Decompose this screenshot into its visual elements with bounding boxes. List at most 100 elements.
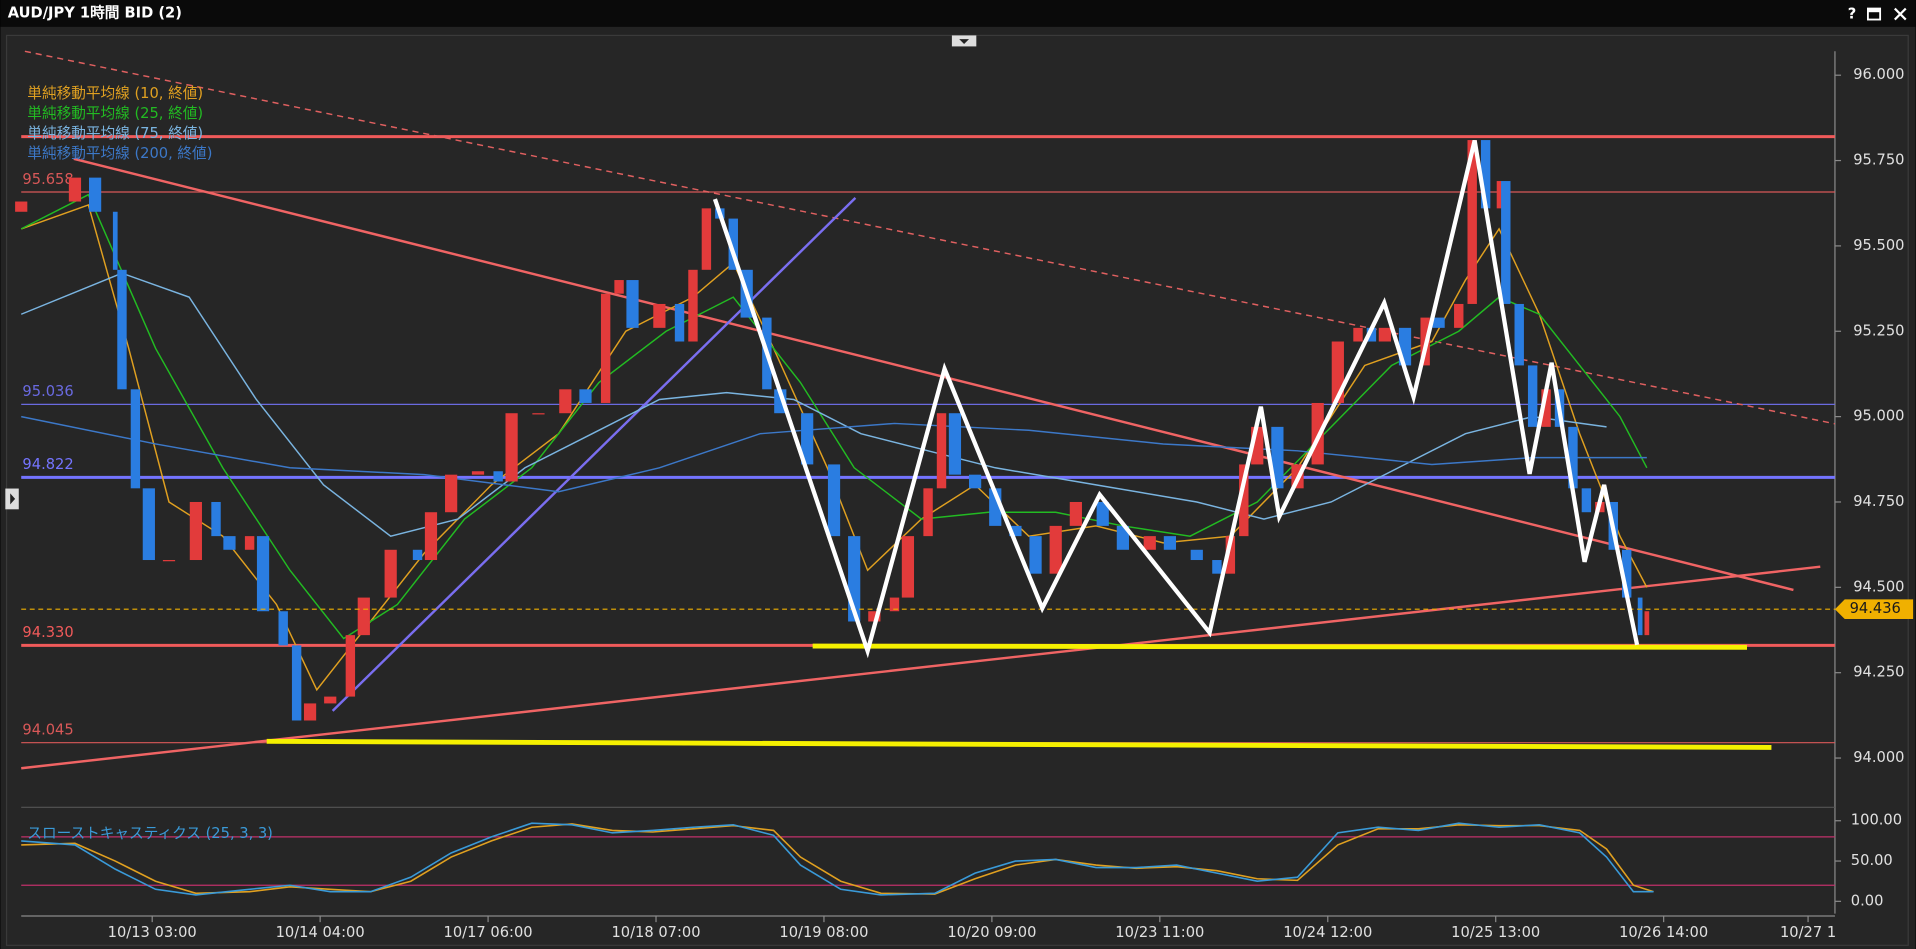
- candle: [424, 512, 438, 561]
- candle: [1143, 536, 1156, 550]
- candle: [728, 218, 738, 270]
- maximize-button[interactable]: [1867, 7, 1882, 21]
- moving-average: [21, 415, 1647, 493]
- candle: [357, 597, 370, 636]
- support-line: [266, 738, 1772, 750]
- y-tick-label: 95.000: [1853, 408, 1904, 425]
- stochastic-line: [21, 823, 1654, 895]
- candle: [1116, 525, 1129, 550]
- candle: [688, 269, 698, 342]
- candle: [1568, 426, 1578, 489]
- candle: [1163, 536, 1177, 550]
- candle: [278, 611, 288, 646]
- candle: [130, 389, 141, 489]
- stochastic-line: [21, 822, 1654, 896]
- candle: [1454, 303, 1464, 328]
- window-title: AUD/JPY 1時間 BID (2): [8, 3, 182, 21]
- y-tick-label: 95.750: [1853, 152, 1904, 169]
- candle: [1353, 327, 1363, 342]
- x-tick-label: 10/24 12:00: [1283, 924, 1372, 941]
- candle: [471, 471, 485, 475]
- price-level-label: 94.822: [22, 456, 73, 473]
- candle: [1029, 536, 1042, 574]
- y-tick-label: 50.00: [1851, 852, 1893, 869]
- x-tick-label: 10/20 09:00: [947, 924, 1036, 941]
- candle: [1069, 501, 1082, 526]
- candle: [1644, 611, 1650, 636]
- candle: [15, 201, 28, 212]
- y-tick-label: 0.00: [1851, 892, 1884, 909]
- title-bar: [0, 0, 1916, 27]
- candle: [1225, 536, 1236, 574]
- candle: [1621, 549, 1632, 598]
- overlay: 94.000 94.250 94.500 94.750 95.000 95.250 95.5…: [27, 66, 1914, 941]
- candle: [532, 413, 545, 415]
- candle: [614, 280, 624, 294]
- legend-entry: 単純移動平均線 (75, 終値): [27, 125, 203, 142]
- candle: [142, 488, 155, 561]
- candle: [1271, 426, 1284, 489]
- x-tick-label: 10/25 13:00: [1451, 924, 1540, 941]
- x-tick-label: 10/19 08:00: [779, 924, 868, 941]
- candle: [1480, 140, 1491, 209]
- candle: [223, 536, 236, 550]
- candle: [936, 413, 947, 489]
- dashed-trendline: [24, 50, 1836, 425]
- x-tick-label: 10/17 06:00: [444, 924, 533, 941]
- candle: [189, 501, 202, 561]
- candle: [68, 177, 82, 202]
- candle: [827, 464, 841, 537]
- candle: [701, 208, 712, 270]
- candle: [445, 474, 458, 513]
- last-price-label: 94.436: [1850, 600, 1901, 617]
- candle: [674, 303, 685, 342]
- candle: [1637, 597, 1643, 636]
- x-tick-label: 10/23 11:00: [1115, 924, 1204, 941]
- candle: [923, 488, 933, 537]
- candle: [1514, 303, 1524, 366]
- candle: [1212, 560, 1222, 574]
- price-level-label: 94.045: [22, 721, 73, 738]
- candle: [1239, 464, 1249, 537]
- candle: [868, 611, 881, 622]
- candle: [1581, 488, 1592, 513]
- candle: [579, 389, 592, 403]
- candle: [256, 536, 270, 612]
- chart-frame: [5, 34, 1909, 946]
- candle: [1541, 389, 1551, 427]
- indicator-title: スローストキャスティクス (25, 3, 3): [27, 825, 273, 842]
- x-tick-label: 10/14 04:00: [276, 924, 365, 941]
- drawings: [21, 50, 1836, 770]
- y-tick-label: 94.250: [1853, 664, 1904, 681]
- legend-entry: 単純移動平均線 (200, 終値): [27, 145, 212, 162]
- y-tick-label: 94.750: [1853, 493, 1904, 510]
- candle: [244, 536, 255, 550]
- candle: [968, 474, 982, 489]
- side-arrow: [10, 493, 16, 505]
- candle: [493, 471, 503, 482]
- candle: [1467, 140, 1477, 304]
- price-level-label: 95.658: [22, 171, 73, 188]
- x-tick-label: 10/13 03:00: [108, 924, 197, 941]
- candle: [1049, 525, 1062, 574]
- y-tick-label: 94.500: [1853, 578, 1904, 595]
- candle: [324, 696, 337, 704]
- candle: [88, 177, 102, 212]
- candle: [1378, 327, 1391, 342]
- candle: [162, 560, 176, 562]
- candle: [559, 389, 572, 414]
- drawings-front: [266, 139, 1772, 750]
- maximize-icon: [1867, 7, 1882, 21]
- x-tick-label: 10/27 1: [1780, 924, 1836, 941]
- candle: [112, 211, 118, 270]
- help-button[interactable]: ?: [1848, 6, 1857, 23]
- close-icon: [1894, 7, 1907, 21]
- y-tick-label: 96.000: [1853, 66, 1904, 83]
- candle: [291, 645, 302, 721]
- candle: [889, 597, 900, 612]
- candle: [1366, 327, 1377, 342]
- zigzag-wave: [712, 139, 1640, 659]
- candle: [653, 303, 666, 328]
- close-button[interactable]: [1894, 7, 1907, 21]
